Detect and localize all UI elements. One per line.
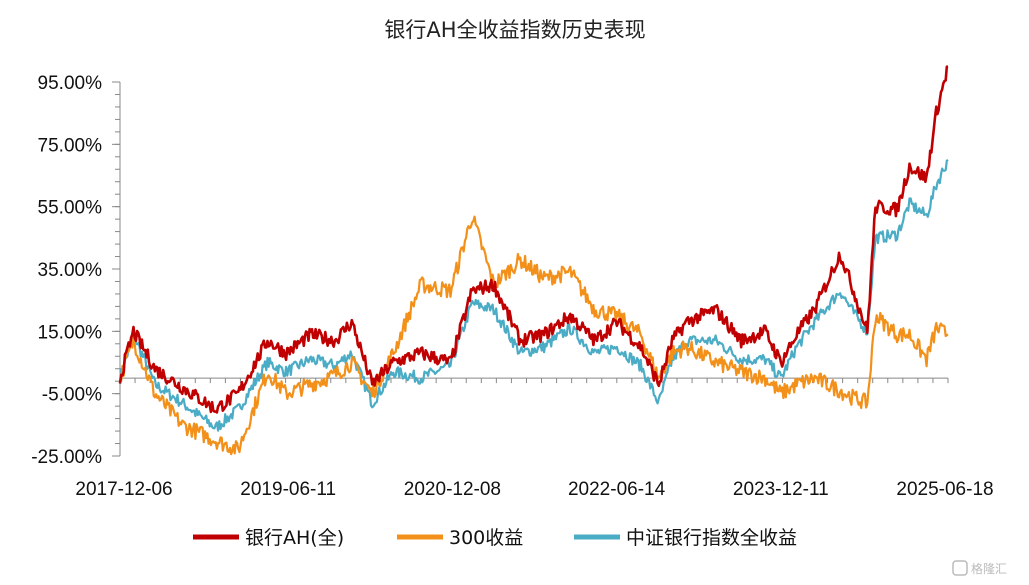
series-lines — [118, 65, 949, 456]
watermark: 格隆汇 — [952, 560, 1007, 576]
watermark-logo-icon — [952, 560, 968, 576]
y-tick-label: -25.00% — [31, 447, 102, 468]
x-axis: 2017-12-06 2019-06-11 2020-12-08 2022-06-14… — [75, 377, 994, 500]
legend-label: 银行AH(全) — [245, 527, 344, 549]
x-tick-label: 2025-06-18 — [896, 479, 993, 500]
y-tick-label: 15.00% — [38, 322, 103, 343]
series-line — [118, 159, 949, 432]
x-tick-label: 2019-06-11 — [240, 479, 336, 500]
series-line — [119, 215, 949, 456]
x-tick-label: 2023-12-11 — [733, 479, 829, 500]
legend-label: 中证银行指数全收益 — [626, 527, 797, 549]
legend: 银行AH(全) 300收益 中证银行指数全收益 — [193, 527, 797, 549]
y-tick-label: 95.00% — [38, 73, 103, 94]
legend-label: 300收益 — [449, 527, 523, 549]
x-tick-label: 2017-12-06 — [75, 479, 172, 500]
chart-title: 银行AH全收益指数历史表现 — [384, 18, 645, 42]
x-tick-label: 2020-12-08 — [404, 479, 501, 500]
x-tick-label: 2022-06-14 — [568, 479, 666, 500]
y-tick-label: 55.00% — [38, 198, 103, 219]
y-axis: -25.00% -5.00% 15.00% 35.00% 55.00% 75.00% 95.… — [31, 73, 121, 468]
y-tick-label: 75.00% — [38, 135, 103, 156]
y-tick-label: -5.00% — [42, 385, 102, 406]
series-line — [118, 65, 949, 414]
y-tick-label: 35.00% — [38, 260, 103, 281]
watermark-text: 格隆汇 — [971, 561, 1007, 576]
